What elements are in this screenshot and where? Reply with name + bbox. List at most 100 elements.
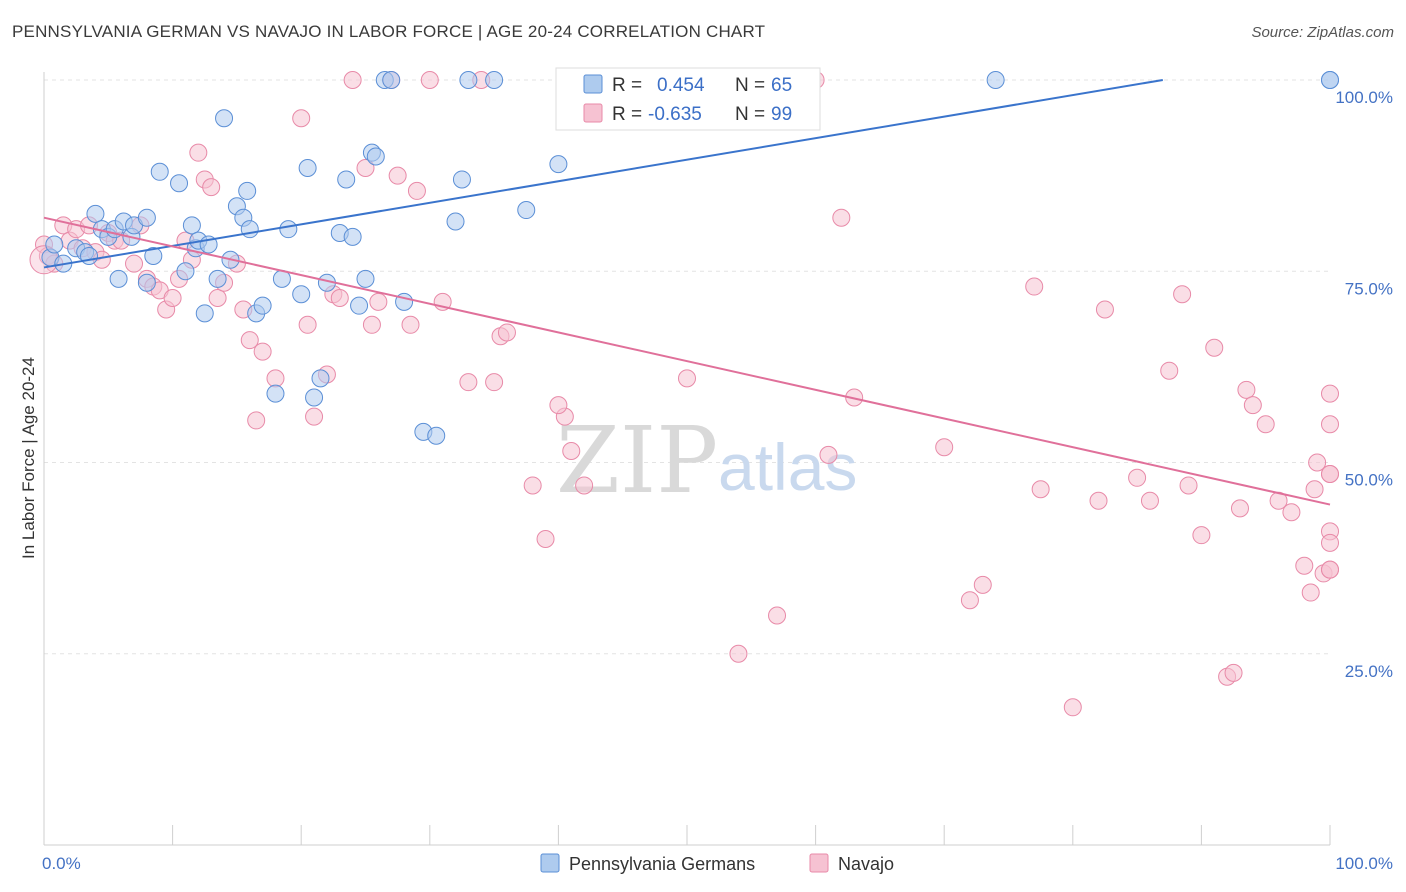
legend-n-label-pink: N = — [735, 104, 765, 125]
data-point — [459, 71, 478, 89]
legend-swatch-blue — [583, 74, 603, 94]
data-point — [144, 246, 163, 265]
data-point — [170, 174, 189, 193]
trend-line-navajo — [43, 216, 1331, 506]
data-point — [960, 591, 979, 610]
data-point — [1192, 526, 1211, 545]
data-point — [1173, 285, 1192, 304]
data-point — [678, 369, 696, 388]
data-point — [86, 204, 105, 223]
data-point — [253, 296, 272, 315]
chart-title: PENNSYLVANIA GERMAN VS NAVAJO IN LABOR F… — [12, 22, 766, 41]
data-point — [137, 208, 156, 227]
legend-r-value-pink: -0.635 — [648, 104, 702, 125]
trend-line-pennsylvania-germans — [43, 79, 1163, 269]
data-point — [382, 71, 401, 89]
data-point — [1230, 499, 1249, 518]
watermark-zip: ZIP — [556, 407, 718, 514]
x-tick-label-min: 0.0% — [42, 854, 81, 873]
data-point — [1282, 503, 1301, 522]
data-point — [343, 71, 362, 89]
data-point — [1031, 480, 1050, 499]
data-point — [362, 315, 381, 334]
axes — [43, 72, 1331, 846]
legend-swatch-pink — [583, 103, 603, 123]
y-tick-labels: 25.0% 50.0% 75.0% 100.0% — [1335, 88, 1393, 681]
data-point — [575, 476, 594, 495]
series-legend-swatch-blue — [540, 853, 560, 873]
data-point — [356, 269, 375, 288]
series-legend-label-pink: Navajo — [838, 854, 894, 874]
data-point — [729, 644, 748, 663]
legend-n-value-blue: 65 — [771, 75, 792, 96]
data-point — [1179, 476, 1198, 495]
data-point — [1160, 361, 1179, 380]
data-point — [536, 530, 555, 548]
data-point — [768, 606, 787, 625]
data-point — [1140, 491, 1159, 510]
legend-n-value-pink: 99 — [771, 104, 792, 125]
navajo-points — [29, 71, 1339, 717]
data-point — [549, 396, 568, 415]
legend-r-label-pink: R = — [612, 104, 642, 125]
data-point — [80, 246, 99, 265]
series-legend-swatch-pink — [809, 853, 829, 873]
data-point — [330, 289, 349, 308]
data-point — [1308, 453, 1327, 472]
data-point — [420, 71, 439, 89]
data-point — [1243, 396, 1262, 415]
data-point — [407, 181, 426, 200]
y-tick-label: 100.0% — [1335, 88, 1393, 107]
data-point — [452, 170, 471, 189]
data-point — [298, 315, 317, 334]
data-point — [279, 220, 298, 239]
data-point — [1321, 384, 1339, 403]
data-point — [517, 201, 536, 220]
series-legend-label-blue: Pennsylvania Germans — [569, 854, 755, 874]
data-point — [343, 227, 362, 246]
data-point — [150, 162, 169, 181]
data-point — [266, 384, 285, 403]
data-point — [523, 476, 542, 495]
data-point — [973, 575, 992, 594]
data-point — [935, 438, 954, 457]
data-point — [485, 71, 504, 89]
data-point — [366, 147, 385, 166]
data-point — [292, 109, 311, 128]
data-point — [253, 342, 272, 361]
data-point — [163, 289, 182, 308]
data-point — [459, 373, 478, 392]
watermark-atlas: atlas — [718, 430, 857, 504]
data-point — [125, 254, 144, 273]
y-tick-label: 50.0% — [1345, 471, 1393, 490]
data-point — [1321, 560, 1339, 579]
data-point — [1321, 71, 1339, 89]
data-point — [446, 212, 465, 231]
data-point — [1063, 698, 1082, 717]
data-point — [292, 285, 311, 304]
data-point — [1224, 663, 1243, 682]
data-point — [238, 181, 257, 200]
data-point — [1205, 338, 1224, 357]
data-point — [1128, 468, 1147, 487]
data-point — [388, 166, 407, 185]
data-point — [497, 323, 516, 342]
legend-r-label-blue: R = — [612, 75, 642, 96]
data-point — [45, 235, 64, 254]
data-point — [311, 369, 330, 388]
data-point — [1025, 277, 1044, 296]
data-point — [832, 208, 851, 227]
data-point — [247, 411, 266, 430]
data-point — [1321, 533, 1339, 552]
data-point — [350, 296, 369, 315]
data-point — [137, 273, 156, 292]
data-point — [819, 445, 838, 464]
data-point — [240, 220, 259, 239]
data-point — [109, 269, 128, 288]
data-point — [562, 442, 581, 461]
data-point — [1321, 415, 1339, 434]
data-point — [298, 158, 317, 177]
data-point — [427, 426, 446, 445]
data-point — [1256, 415, 1275, 434]
